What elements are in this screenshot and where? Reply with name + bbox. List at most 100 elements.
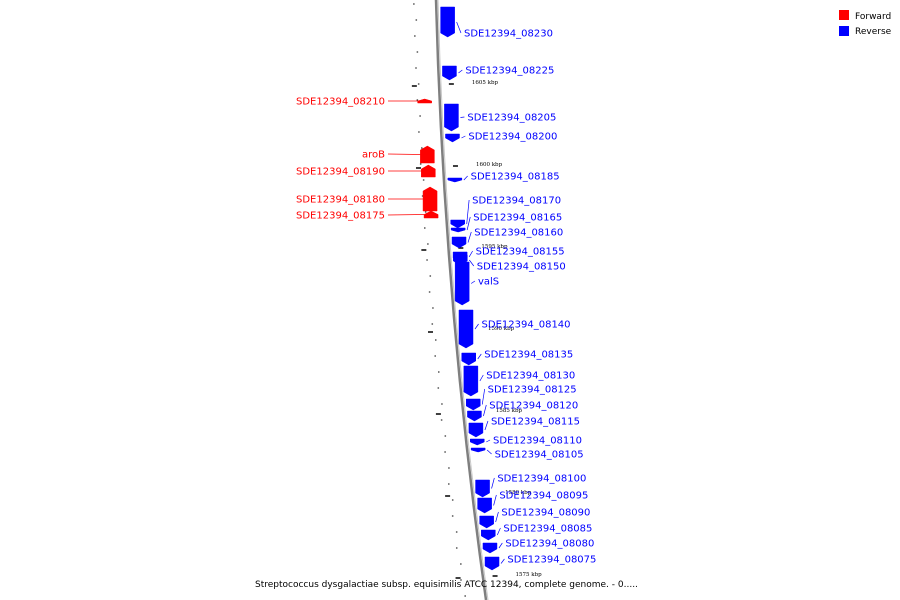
- gene-label: SDE12394_08105: [495, 450, 584, 461]
- leader-line: [493, 494, 497, 506]
- gene-feature-sde12394_08165: [450, 227, 466, 233]
- leader-line: [474, 323, 479, 330]
- leader-line: [466, 216, 471, 231]
- feature-layer: [417, 6, 500, 571]
- gene-feature-sde12394_08135: [461, 352, 476, 366]
- legend-reverse-label: Reverse: [855, 27, 892, 37]
- gene-label: SDE12394_08075: [507, 555, 596, 566]
- gene-label: SDE12394_08210: [296, 97, 385, 108]
- gene-label: SDE12394_08155: [476, 247, 565, 258]
- gene-feature-sde12394_08120: [467, 410, 482, 422]
- gene-label: SDE12394_08085: [503, 524, 592, 535]
- leader-line: [496, 527, 501, 536]
- gene-label: valS: [478, 277, 499, 288]
- gene-label: SDE12394_08200: [468, 132, 557, 143]
- gene-feature-sde12394_08205: [444, 103, 459, 132]
- gene-feature-arob: [420, 145, 435, 164]
- gene-label: SDE12394_08225: [465, 66, 554, 77]
- gene-feature-sde12394_08125: [465, 398, 481, 411]
- gene-feature-sde12394_08095: [477, 497, 492, 514]
- gene-label: SDE12394_08115: [491, 417, 580, 428]
- leader-line: [470, 280, 476, 284]
- tick-label: 1590 kbp: [488, 326, 515, 332]
- leader-line: [498, 542, 503, 549]
- gene-feature-sde12394_08075: [484, 556, 500, 571]
- tick-label: 1585 kbp: [496, 408, 523, 414]
- gene-label: SDE12394_08190: [296, 167, 385, 178]
- gene-label: SDE12394_08170: [472, 196, 561, 207]
- leader-line: [483, 404, 487, 417]
- gene-label: SDE12394_08125: [488, 385, 577, 396]
- leader-line: [469, 259, 475, 267]
- gene-label: SDE12394_08230: [464, 29, 553, 40]
- leader-line: [467, 231, 472, 243]
- gene-label: SDE12394_08180: [296, 195, 385, 206]
- gene-feature-sde12394_08080: [482, 542, 498, 554]
- leader-line: [463, 175, 468, 181]
- legend: Forward Reverse: [839, 10, 892, 37]
- gene-label: SDE12394_08160: [474, 228, 563, 239]
- legend-reverse-swatch: [839, 26, 849, 36]
- gene-label: SDE12394_08205: [467, 113, 556, 124]
- gene-label: SDE12394_08150: [477, 262, 566, 273]
- label-layer: SDE12394_08230 SDE12394_08225 SDE12394_082…: [296, 21, 596, 566]
- gene-feature-sde12394_08170: [450, 219, 465, 229]
- gene-feature-sde12394_08100: [475, 479, 490, 498]
- leader-line: [387, 153, 421, 155]
- leader-line: [387, 214, 425, 216]
- leader-line: [486, 439, 491, 443]
- leader-line: [477, 353, 482, 360]
- leader-line: [479, 374, 484, 382]
- gene-feature-vals: [454, 261, 470, 306]
- leader-line: [486, 449, 492, 455]
- tick-label: 1575 kbp: [516, 572, 543, 578]
- gene-feature-sde12394_08200: [445, 133, 460, 143]
- leader-line: [484, 420, 489, 431]
- gene-label: SDE12394_08080: [505, 539, 594, 550]
- leader-line: [466, 199, 470, 225]
- gene-label: SDE12394_08135: [484, 350, 573, 361]
- genome-backbone: [434, 0, 488, 600]
- tick-label: 1595 kbp: [481, 244, 508, 250]
- leader-line: [481, 388, 486, 405]
- gene-feature-sde12394_08085: [481, 529, 496, 541]
- gene-label: SDE12394_08130: [486, 371, 575, 382]
- gene-feature-sde12394_08110: [469, 438, 485, 446]
- gene-label: SDE12394_08100: [497, 474, 586, 485]
- leader-line: [461, 135, 466, 139]
- gene-feature-sde12394_08225: [442, 65, 457, 81]
- legend-forward-label: Forward: [855, 12, 891, 22]
- minor-ticks: [413, 3, 466, 597]
- leader-line: [456, 21, 462, 34]
- gene-feature-sde12394_08105: [470, 447, 486, 453]
- gene-feature-sde12394_08185: [447, 177, 463, 183]
- gene-feature-sde12394_08090: [479, 515, 494, 529]
- gene-feature-sde12394_08180: [422, 186, 438, 212]
- gene-feature-sde12394_08115: [468, 422, 484, 438]
- gene-feature-sde12394_08230: [440, 6, 455, 38]
- leader-line: [458, 69, 463, 74]
- genome-caption: Streptococcus dysgalactiae subsp. equisi…: [255, 580, 638, 590]
- gene-feature-sde12394_08130: [463, 365, 479, 397]
- leader-line: [495, 511, 499, 523]
- tick-label: 1605 kbp: [472, 80, 499, 86]
- gene-label: SDE12394_08175: [296, 211, 385, 222]
- tick-label: 1600 kbp: [476, 162, 503, 168]
- gene-label: SDE12394_08120: [489, 401, 578, 412]
- leader-line: [491, 477, 495, 489]
- gene-feature-sde12394_08160: [451, 236, 467, 249]
- legend-forward-swatch: [839, 10, 849, 20]
- gene-label: SDE12394_08185: [471, 172, 560, 183]
- gene-label: SDE12394_08140: [482, 320, 571, 331]
- gene-label: SDE12394_08165: [473, 213, 562, 224]
- gene-label: SDE12394_08110: [493, 436, 582, 447]
- leader-line: [500, 558, 505, 564]
- gene-label: aroB: [362, 150, 385, 161]
- gene-feature-sde12394_08175: [423, 210, 439, 219]
- gene-label: SDE12394_08095: [499, 491, 588, 502]
- genome-backbone-highlight: [437, 0, 489, 600]
- tick-label: 1580 kbp: [505, 490, 532, 496]
- gene-label: SDE12394_08090: [501, 508, 590, 519]
- gene-feature-sde12394_08210: [417, 98, 432, 104]
